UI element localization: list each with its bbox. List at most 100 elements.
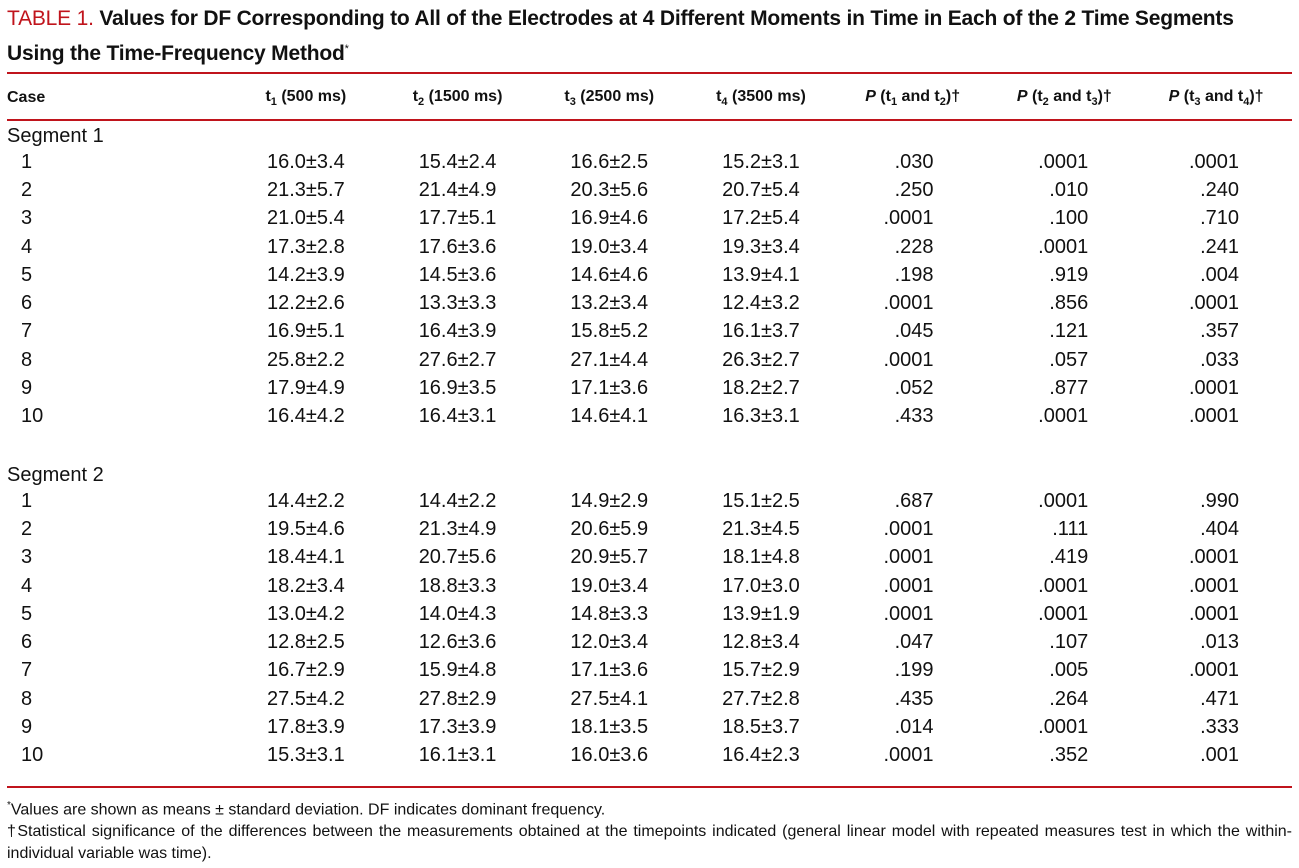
cell: .030: [894, 150, 934, 173]
cell: 13.9±4.1: [722, 263, 800, 286]
segment-label: Segment 1: [7, 125, 104, 147]
cell: 14.2±3.9: [266, 263, 345, 286]
cell: 16.9±4.6: [570, 207, 649, 230]
title-note-mark: *: [344, 43, 349, 55]
header-italic: P: [865, 87, 876, 105]
cell: 16.4±4.2: [266, 405, 345, 428]
header-italic: P: [1016, 87, 1028, 105]
cell: 17.0±3.0: [722, 574, 800, 597]
subscript: 1: [890, 96, 898, 109]
cell: 17.8±3.9: [266, 715, 345, 738]
cell: .013: [1200, 631, 1239, 654]
cell: 17.6±3.6: [418, 235, 497, 258]
cell: .471: [1200, 687, 1239, 710]
cell: .990: [1200, 489, 1239, 512]
rule: [7, 119, 1292, 121]
header-text: )†: [1097, 87, 1112, 105]
cell: .856: [1049, 292, 1089, 315]
data-table: Case t1 (500 ms) t2 (1500 ms) t3 (2500 ms) t…: [7, 78, 1292, 770]
cell: 21.3±4.9: [418, 517, 497, 540]
cell: .240: [1200, 178, 1239, 201]
case-number: 10: [21, 744, 44, 767]
cell: 12.8±2.5: [266, 631, 345, 654]
case-number: 2: [21, 517, 33, 540]
column-header: t3 (2500 ms): [533, 78, 685, 118]
cell: .057: [1049, 348, 1089, 371]
cell: 14.0±4.3: [418, 602, 497, 625]
cell: 16.1±3.1: [418, 744, 497, 767]
header-text: )†: [945, 87, 961, 105]
subscript: 4: [1243, 96, 1250, 109]
case-number: 8: [21, 687, 33, 710]
header-row: Case t1 (500 ms) t2 (1500 ms) t3 (2500 ms) t…: [7, 78, 1292, 118]
cell: 16.9±5.1: [266, 320, 345, 343]
cell: .710: [1200, 207, 1239, 230]
header-text: t: [564, 87, 570, 105]
segment-row: Segment 1: [7, 118, 1292, 148]
header-text: )†: [1249, 87, 1264, 105]
data-row: 1 16.0±3.4 15.4±2.4 16.6±2.5 15.2±3.1 .030 .00…: [7, 148, 1292, 176]
data-row: 8 25.8±2.2 27.6±2.7 27.1±4.4 26.3±2.7 .0001 .0…: [7, 346, 1292, 374]
rule: [7, 72, 1292, 74]
header-text: t: [716, 87, 722, 105]
table-title: TABLE 1. Values for DF Corresponding to …: [7, 4, 1287, 69]
cell: .0001: [1188, 150, 1239, 173]
data-row: 2 21.3±5.7 21.4±4.9 20.3±5.6 20.7±5.4 .250 .01…: [7, 176, 1292, 204]
cell: 20.6±5.9: [570, 517, 649, 540]
segment-row: Segment 2: [7, 457, 1292, 487]
cell: 18.8±3.3: [418, 574, 497, 597]
cell: .919: [1049, 263, 1089, 286]
case-number: 5: [21, 263, 33, 286]
cell: .004: [1200, 263, 1239, 286]
case-number: 6: [21, 631, 33, 654]
cell: 13.9±1.9: [722, 602, 800, 625]
cell: .199: [894, 659, 934, 682]
cell: .045: [894, 320, 934, 343]
cell: 16.9±3.5: [418, 377, 497, 400]
header-text: (t: [1179, 87, 1195, 105]
case-number: 7: [21, 320, 33, 343]
cell: .0001: [1188, 377, 1239, 400]
cell: .0001: [883, 602, 934, 625]
cell: .264: [1049, 687, 1089, 710]
data-row: 4 18.2±3.4 18.8±3.3 19.0±3.4 17.0±3.0 .0001 .0…: [7, 572, 1292, 600]
cell: 27.5±4.2: [266, 687, 345, 710]
case-number: 9: [21, 715, 33, 738]
cell: 12.8±3.4: [722, 631, 800, 654]
case-number: 2: [21, 178, 33, 201]
footnote: *Values are shown as means ± standard de…: [7, 795, 1292, 821]
cell: .014: [894, 715, 934, 738]
header-text: and t: [897, 87, 940, 105]
rule: [7, 786, 1292, 788]
cell: .0001: [883, 292, 934, 315]
subscript: 2: [1042, 96, 1049, 109]
column-header: t1 (500 ms): [230, 78, 382, 118]
segment-label: Segment 2: [7, 463, 104, 486]
spacer: [7, 431, 1292, 457]
cell: 18.2±2.7: [722, 377, 800, 400]
cell: 16.6±2.5: [570, 150, 649, 173]
cell: .228: [894, 235, 934, 258]
cell: 16.7±2.9: [266, 659, 345, 682]
cell: 15.1±2.5: [722, 489, 800, 512]
subscript: 2: [939, 96, 946, 109]
title-text: Values for DF Corresponding to All of th…: [7, 7, 1234, 65]
cell: .0001: [1038, 405, 1089, 428]
cell: 17.1±3.6: [570, 659, 649, 682]
cell: 17.3±3.9: [418, 715, 497, 738]
column-header: t4 (3500 ms): [685, 78, 837, 118]
subscript: 2: [418, 96, 425, 109]
cell: .0001: [1038, 715, 1089, 738]
cell: 18.1±3.5: [570, 715, 649, 738]
cell: .001: [1200, 744, 1239, 767]
cell: 17.2±5.4: [722, 207, 800, 230]
cell: 19.3±3.4: [722, 235, 800, 258]
data-row: 10 15.3±3.1 16.1±3.1 16.0±3.6 16.4±2.3 .0001.…: [7, 742, 1292, 770]
cell: 18.1±4.8: [722, 546, 800, 569]
cell: 16.4±2.3: [722, 744, 800, 767]
case-number: 9: [21, 377, 33, 400]
header-text: t: [265, 87, 271, 105]
cell: 15.7±2.9: [722, 659, 800, 682]
cell: .010: [1049, 178, 1089, 201]
case-number: 7: [21, 659, 33, 682]
